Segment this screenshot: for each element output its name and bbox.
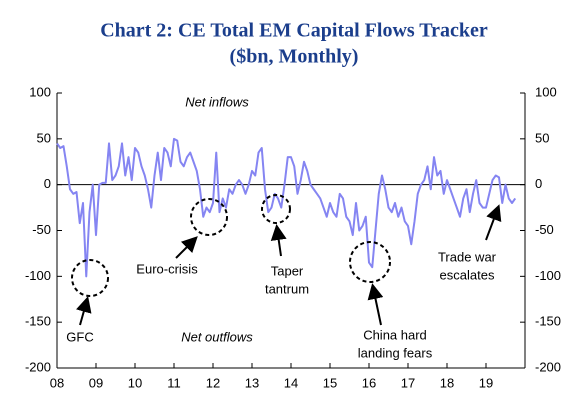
arrow — [367, 283, 384, 326]
arrow — [270, 224, 287, 257]
x-tick-label: 13 — [245, 375, 259, 390]
arrow — [485, 204, 502, 241]
x-tick-label: 10 — [128, 375, 142, 390]
y-tick-label: -200 — [25, 359, 51, 374]
y2-tick-label: -200 — [535, 359, 561, 374]
x-tick-label: 17 — [401, 375, 415, 390]
circle — [261, 194, 291, 224]
annotation: tantrum — [265, 281, 309, 296]
arrow — [175, 236, 198, 259]
x-tick-label: 15 — [323, 375, 337, 390]
x-tick-label: 08 — [50, 375, 64, 390]
series-line — [56, 137, 517, 278]
y2-tick-label: -50 — [535, 222, 554, 237]
annotation: landing fears — [358, 345, 433, 360]
chart-title: Chart 2: CE Total EM Capital Flows Track… — [100, 20, 488, 42]
circle — [349, 241, 391, 283]
y-tick-label: 0 — [44, 176, 51, 191]
x-tick-label: 14 — [284, 375, 298, 390]
x-tick-label: 19 — [479, 375, 493, 390]
annotation: GFC — [66, 329, 93, 344]
arrow — [76, 296, 92, 326]
x-tick-label: 18 — [440, 375, 454, 390]
y-tick-label: 100 — [29, 84, 51, 99]
y-tick-label: 50 — [37, 130, 51, 145]
y2-tick-label: 0 — [535, 176, 542, 191]
x-tick-label: 09 — [89, 375, 103, 390]
y2-tick-label: 100 — [535, 84, 557, 99]
circle — [71, 259, 109, 297]
annotation: Trade war — [438, 249, 497, 264]
y2-tick-label: -100 — [535, 268, 561, 283]
annotation: China hard — [363, 327, 427, 342]
annotation: Net outflows — [181, 329, 253, 344]
annotation: escalates — [440, 267, 495, 282]
y2-tick-label: -150 — [535, 314, 561, 329]
circle — [190, 198, 228, 236]
annotation: Taper — [271, 263, 304, 278]
y-tick-label: -50 — [32, 222, 51, 237]
x-tick-label: 12 — [206, 375, 220, 390]
chart-title: ($bn, Monthly) — [230, 46, 359, 68]
annotation: Euro-crisis — [136, 261, 198, 276]
x-tick-label: 16 — [362, 375, 376, 390]
y2-tick-label: 50 — [535, 130, 549, 145]
y-tick-label: -100 — [25, 268, 51, 283]
annotation-markers — [71, 194, 502, 326]
x-tick-label: 11 — [167, 375, 181, 390]
annotation: Net inflows — [185, 94, 249, 109]
y-tick-label: -150 — [25, 314, 51, 329]
